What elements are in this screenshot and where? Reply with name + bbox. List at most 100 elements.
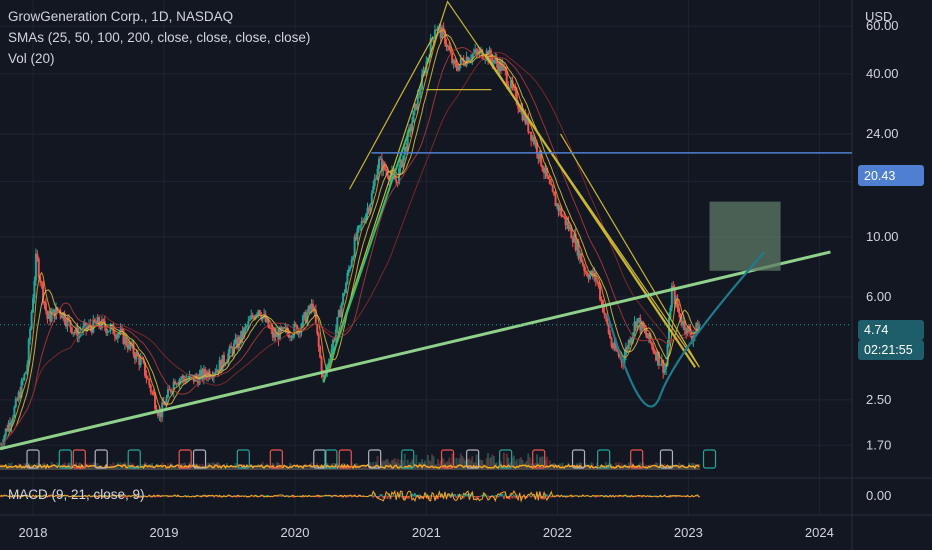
candle-body [426,58,429,62]
volume-bar [623,464,626,470]
volume-bar [257,463,260,470]
volume-bar [675,464,678,470]
macd-bar [428,496,431,500]
sma-200-line [0,51,700,446]
volume-bar [57,467,60,470]
candle-body [152,392,155,395]
volume-bar [108,466,111,470]
candle-body [508,87,511,89]
candle-body [24,371,27,374]
volume-bar [501,467,504,470]
candle-body [21,379,24,381]
volume-bar [99,467,102,470]
candle-body [548,178,551,184]
candle-body [280,327,283,330]
macd-bar [498,494,501,497]
macd-bar [432,496,435,497]
macd-bar [528,495,531,497]
candle-body [126,345,129,349]
macd-bar [679,496,682,497]
candle-body [316,323,319,334]
sma-study-label[interactable]: SMAs (25, 50, 100, 200, close, close, cl… [8,30,311,45]
volume-bar [250,464,253,470]
volume-bar [89,463,92,470]
candle-body [240,330,243,343]
candle-body [422,70,425,75]
candle-body [555,203,558,207]
macd-study-label[interactable]: MACD (9, 21, close, 9) [8,487,145,502]
candle-body [614,342,617,350]
candle-body [630,338,633,344]
candle-body [136,352,139,357]
candle-body [168,389,171,391]
candle-body [491,57,494,64]
symbol-title[interactable]: GrowGeneration Corp., 1D, NASDAQ [8,9,234,24]
volume-bar [360,467,363,470]
volume-bar [303,466,306,470]
macd-bar [478,496,481,498]
candle-body [613,342,616,349]
macd-bar [491,495,494,497]
y-tick-label: 2.50 [866,392,891,407]
macd-bar [215,496,218,497]
volume-bar [309,464,312,470]
volume-bar [159,466,162,470]
candle-body [459,57,462,65]
macd-bar [656,495,659,497]
macd-bar [468,493,471,497]
macd-bar [40,495,43,497]
y-tick-label: 6.00 [866,289,891,304]
candle-body [670,286,673,308]
volume-study-label[interactable]: Vol (20) [8,51,55,66]
candle-body [3,435,6,445]
volume-bar [525,460,528,470]
candle-body [522,112,525,120]
macd-bar [123,496,126,498]
candle-body [149,385,152,392]
candle-body [148,378,151,386]
candle-body [607,323,610,334]
candle-body [46,310,49,319]
macd-bar [451,494,454,497]
candle-body [530,131,533,141]
candle-body [642,321,645,328]
candle-body [627,340,630,349]
candle-body [182,376,185,379]
macd-bar [622,496,625,498]
candle-body [334,329,337,340]
volume-bar [698,463,701,470]
macd-bar [419,496,422,500]
volume-bar [177,467,180,470]
volume-bar [538,457,541,470]
macd-bar [544,493,547,497]
macd-bar [276,496,279,497]
macd-bar [168,495,171,497]
macd-bar [477,496,480,497]
macd-bar [409,495,412,497]
macd-bar [517,496,520,498]
macd-bar [406,496,409,499]
candle-body [580,253,583,263]
macd-bar [610,495,613,497]
candle-body [682,320,685,326]
macd-bar [564,495,567,497]
candle-body [353,236,356,257]
candle-body [399,159,402,169]
volume-bar [611,466,614,470]
volume-bar [622,466,625,470]
macd-bar [149,495,152,497]
volume-bar [116,462,119,470]
macd-bar [619,496,622,497]
candle-body [517,104,520,109]
candle-body [662,359,665,373]
macd-bar [462,496,465,499]
volume-bar [260,463,263,470]
candle-body [307,306,310,314]
currency-label[interactable]: USD [865,9,893,24]
candle-body [448,45,451,51]
volume-bar [85,465,88,470]
candle-body [356,228,359,240]
x-tick-label: 2021 [412,525,441,540]
macd-bar [412,494,415,497]
